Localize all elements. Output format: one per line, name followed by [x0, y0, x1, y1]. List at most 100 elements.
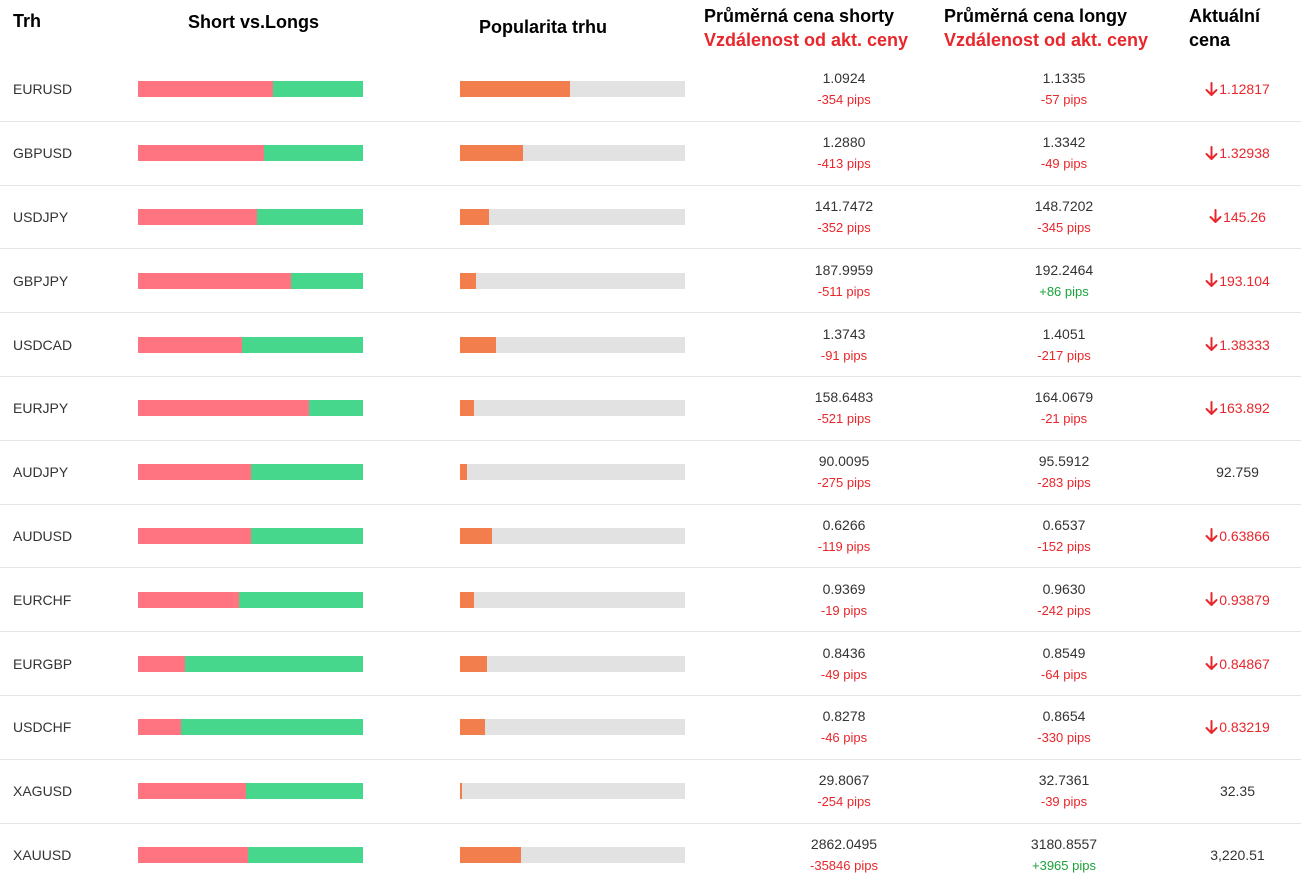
market-pair[interactable]: XAUUSD: [13, 847, 72, 864]
current-price-value: 163.892: [1219, 400, 1270, 417]
table-row[interactable]: AUDUSD 0.6266 -119 pips 0.6537 -152 pips…: [0, 505, 1301, 569]
avg-short-distance: -413 pips: [817, 156, 871, 172]
current-price-value: 32.35: [1219, 783, 1256, 800]
long-segment: [248, 847, 363, 864]
market-pair[interactable]: GBPJPY: [13, 272, 69, 289]
avg-long-cell: 0.8549 -64 pips: [964, 632, 1164, 695]
popularity-bar: [460, 847, 685, 864]
short-segment: [138, 208, 258, 225]
short-vs-longs-bar: [138, 145, 363, 162]
market-pair[interactable]: EURUSD: [13, 81, 73, 98]
short-vs-longs-bar: [138, 719, 363, 736]
avg-short-distance: -275 pips: [817, 475, 871, 491]
popularity-bar: [460, 145, 685, 162]
popularity-fill: [460, 81, 571, 98]
current-price: 193.104: [1180, 249, 1295, 312]
current-price: 0.83219: [1180, 696, 1295, 759]
avg-short-cell: 141.7472 -352 pips: [744, 186, 944, 249]
header-avg-long-subtitle: Vzdálenost od akt. ceny: [944, 30, 1149, 50]
avg-long-distance: -330 pips: [1037, 730, 1091, 746]
table-body: EURUSD 1.0924 -354 pips 1.1335 -57 pips …: [0, 58, 1301, 887]
market-pair[interactable]: USDCAD: [13, 336, 73, 353]
avg-long-distance: -217 pips: [1037, 347, 1091, 363]
avg-short-cell: 1.0924 -354 pips: [744, 58, 944, 121]
avg-short-cell: 2862.0495 -35846 pips: [744, 824, 944, 888]
popularity-bar: [460, 336, 685, 353]
table-row[interactable]: USDCHF 0.8278 -46 pips 0.8654 -330 pips …: [0, 696, 1301, 760]
market-pair[interactable]: AUDJPY: [13, 464, 69, 481]
popularity-fill: [460, 145, 523, 162]
short-segment: [138, 272, 291, 289]
table-row[interactable]: USDJPY 141.7472 -352 pips 148.7202 -345 …: [0, 186, 1301, 250]
popularity-bar: [460, 527, 685, 544]
arrow-down-icon: [1205, 656, 1218, 671]
short-vs-longs-bar: [138, 336, 363, 353]
table-row[interactable]: GBPUSD 1.2880 -413 pips 1.3342 -49 pips …: [0, 122, 1301, 186]
avg-long-cell: 3180.8557 +3965 pips: [964, 824, 1164, 888]
popularity-bar: [460, 81, 685, 98]
short-vs-longs-bar: [138, 464, 363, 481]
table-row[interactable]: USDCAD 1.3743 -91 pips 1.4051 -217 pips …: [0, 313, 1301, 377]
table-row[interactable]: AUDJPY 90.0095 -275 pips 95.5912 -283 pi…: [0, 441, 1301, 505]
header-avg-short-subtitle: Vzdálenost od akt. ceny: [704, 30, 909, 50]
popularity-fill: [460, 655, 487, 672]
market-pair[interactable]: EURJPY: [13, 400, 69, 417]
avg-long-cell: 1.3342 -49 pips: [964, 122, 1164, 185]
avg-short-price: 0.6266: [822, 516, 866, 533]
arrow-down-icon: [1205, 528, 1218, 543]
avg-long-price: 1.4051: [1042, 325, 1086, 342]
header-market: Trh: [13, 11, 42, 31]
avg-short-cell: 1.3743 -91 pips: [744, 313, 944, 376]
header-avg-long: Průměrná cena longy Vzdálenost od akt. c…: [944, 4, 1148, 52]
long-segment: [250, 464, 363, 481]
current-price-value: 0.83219: [1219, 719, 1270, 736]
table-row[interactable]: EURJPY 158.6483 -521 pips 164.0679 -21 p…: [0, 377, 1301, 441]
header-avg-short-title: Průměrná cena shorty: [704, 6, 895, 26]
avg-short-price: 29.8067: [818, 772, 870, 789]
market-pair[interactable]: USDJPY: [13, 208, 69, 225]
table-row[interactable]: EURGBP 0.8436 -49 pips 0.8549 -64 pips 0…: [0, 632, 1301, 696]
short-vs-longs-bar: [138, 527, 363, 544]
avg-long-distance: -283 pips: [1037, 475, 1091, 491]
short-vs-longs-bar: [138, 272, 363, 289]
table-header: Trh Short vs.Longs Popularita trhu Průmě…: [0, 0, 1301, 58]
table-row[interactable]: XAUUSD 2862.0495 -35846 pips 3180.8557 +…: [0, 824, 1301, 888]
market-pair[interactable]: EURGBP: [13, 655, 73, 672]
popularity-fill: [460, 272, 476, 289]
popularity-fill: [460, 719, 485, 736]
long-segment: [246, 783, 363, 800]
avg-long-price: 148.7202: [1034, 197, 1094, 214]
popularity-bar: [460, 272, 685, 289]
short-vs-longs-bar: [138, 208, 363, 225]
popularity-bar: [460, 783, 685, 800]
market-pair[interactable]: GBPUSD: [13, 145, 73, 162]
market-pair[interactable]: USDCHF: [13, 719, 72, 736]
avg-long-distance: -49 pips: [1040, 156, 1088, 172]
avg-short-cell: 158.6483 -521 pips: [744, 377, 944, 440]
current-price-value: 0.63866: [1219, 527, 1270, 544]
avg-long-cell: 32.7361 -39 pips: [964, 760, 1164, 823]
avg-short-cell: 1.2880 -413 pips: [744, 122, 944, 185]
current-price: 163.892: [1180, 377, 1295, 440]
table-row[interactable]: EURUSD 1.0924 -354 pips 1.1335 -57 pips …: [0, 58, 1301, 122]
arrow-down-icon: [1205, 337, 1218, 352]
market-pair[interactable]: EURCHF: [13, 591, 72, 608]
arrow-down-icon: [1209, 209, 1222, 224]
popularity-fill: [460, 527, 492, 544]
avg-short-price: 141.7472: [814, 197, 874, 214]
current-price: 0.84867: [1180, 632, 1295, 695]
avg-short-cell: 0.8278 -46 pips: [744, 696, 944, 759]
table-row[interactable]: GBPJPY 187.9959 -511 pips 192.2464 +86 p…: [0, 249, 1301, 314]
header-popularity: Popularita trhu: [479, 17, 608, 37]
long-segment: [257, 208, 363, 225]
avg-short-distance: -521 pips: [817, 411, 871, 427]
table-row[interactable]: XAGUSD 29.8067 -254 pips 32.7361 -39 pip…: [0, 760, 1301, 824]
market-pair[interactable]: AUDUSD: [13, 527, 73, 544]
popularity-fill: [460, 464, 467, 481]
avg-short-distance: -49 pips: [820, 666, 868, 682]
table-row[interactable]: EURCHF 0.9369 -19 pips 0.9630 -242 pips …: [0, 568, 1301, 633]
avg-long-distance: +86 pips: [1039, 283, 1089, 299]
market-pair[interactable]: XAGUSD: [13, 783, 73, 800]
avg-short-distance: -352 pips: [817, 219, 871, 235]
short-segment: [138, 527, 251, 544]
